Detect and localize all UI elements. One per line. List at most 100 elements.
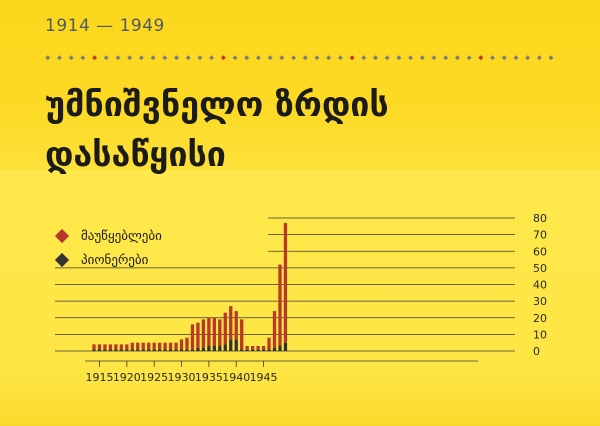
bar-series-a (218, 319, 222, 347)
bar-series-a (261, 346, 266, 350)
bar-series-b (119, 349, 123, 351)
bar-series-a (245, 346, 249, 350)
divider-dot (279, 55, 285, 61)
bar-series-b (92, 349, 96, 351)
bar-series-b (278, 346, 282, 351)
bar-series-a (190, 324, 195, 350)
bar-series-b (267, 349, 271, 351)
bar-series-b (97, 349, 102, 351)
bar-series-a (179, 339, 184, 350)
divider-dot (501, 55, 507, 61)
divider-dot (337, 55, 343, 61)
divider-dot (138, 55, 144, 61)
legend-item-series-b: პიონერები (54, 248, 162, 272)
x-tick-label: 1925 (140, 371, 168, 384)
y-tick-label: 10 (533, 328, 547, 341)
x-tick-label: 1945 (250, 371, 278, 384)
bar-series-b (125, 349, 129, 351)
y-tick-label: 80 (533, 212, 547, 225)
bar-series-a (278, 264, 282, 347)
y-tick-label: 20 (533, 312, 547, 325)
bar-series-a (163, 342, 167, 350)
chart-band (0, 170, 600, 426)
divider-dot (478, 55, 484, 61)
bar-series-b (218, 346, 222, 351)
bar-series-b (103, 349, 107, 351)
period-label: 1914 — 1949 (45, 16, 165, 36)
bar-series-a (212, 317, 216, 347)
bar-series-a (157, 342, 162, 350)
bar-series-b (190, 349, 195, 351)
bar-series-b (152, 349, 156, 351)
bar-series-a (229, 306, 233, 340)
y-tick-label: 70 (533, 229, 547, 242)
bar-series-a (174, 342, 178, 350)
page-title: უმნიშვნელო ზრდის დასაწყისი (45, 80, 565, 180)
bar-series-a (108, 344, 113, 350)
legend-label-series-b: პიონერები (81, 252, 149, 268)
x-tick-label: 1920 (113, 371, 141, 384)
bar-series-b (114, 349, 118, 351)
bar-series-b (223, 344, 227, 351)
bar-series-b (136, 349, 140, 351)
bar-series-a (114, 344, 118, 350)
bar-series-a (97, 344, 102, 350)
title-line-1: უმნიშვნელო ზრდის (45, 85, 389, 125)
bar-series-a (136, 342, 140, 350)
bar-series-a (152, 342, 156, 350)
y-tick-label: 60 (533, 245, 547, 258)
bar-series-a (272, 311, 277, 348)
bar-series-a (234, 311, 238, 340)
bar-series-a (141, 342, 145, 350)
title-line-2: დასაწყისი (45, 135, 226, 175)
bar-series-b (207, 346, 211, 351)
x-tick-label: 1930 (168, 371, 196, 384)
divider-dot (373, 55, 378, 61)
divider-dot (255, 55, 261, 61)
bar-series-a (201, 319, 206, 348)
bar-series-b (261, 349, 266, 351)
bar-series-b (245, 349, 249, 351)
bar-series-a (223, 312, 227, 345)
legend-item-series-a: მაუწყებლები (54, 224, 162, 248)
divider-dot (443, 55, 449, 61)
x-tick-label: 1940 (222, 371, 250, 384)
bar-series-b (240, 349, 244, 351)
y-tick-label: 30 (533, 295, 547, 308)
divider-dot (349, 55, 355, 61)
bar-series-a (250, 346, 255, 350)
bar-series-a (103, 344, 107, 350)
divider-dot (431, 55, 437, 61)
divider-dot (408, 55, 414, 61)
divider-dot (103, 55, 109, 61)
bar-series-b (174, 349, 178, 351)
divider-dot (513, 55, 519, 61)
bar-series-b (229, 339, 233, 351)
chart-legend: მაუწყებლები პიონერები (54, 224, 162, 272)
bar-series-b (141, 349, 145, 351)
bar-series-b (256, 349, 260, 351)
legend-label-series-a: მაუწყებლები (81, 228, 162, 244)
bar-series-b (147, 349, 151, 351)
divider-dot (314, 55, 320, 61)
bar-series-a (147, 342, 151, 350)
bar-series-a (196, 322, 200, 348)
divider-dot (490, 55, 495, 61)
bar-series-b (212, 346, 216, 351)
x-tick-label: 1935 (195, 371, 223, 384)
bar-series-b (272, 347, 277, 351)
bar-series-b (130, 349, 134, 351)
divider-dot (384, 55, 390, 61)
bar-series-a (185, 337, 189, 350)
bar-series-b (185, 349, 189, 351)
divider-dot (302, 55, 308, 61)
bar-series-b (179, 349, 184, 351)
bar-series-a (207, 317, 211, 347)
bar-series-a (256, 346, 260, 350)
bar-series-b (157, 349, 162, 351)
y-tick-label: 40 (533, 279, 547, 292)
divider-dot (361, 55, 367, 61)
bar-series-b (168, 349, 173, 351)
bar-series-b (250, 349, 255, 351)
